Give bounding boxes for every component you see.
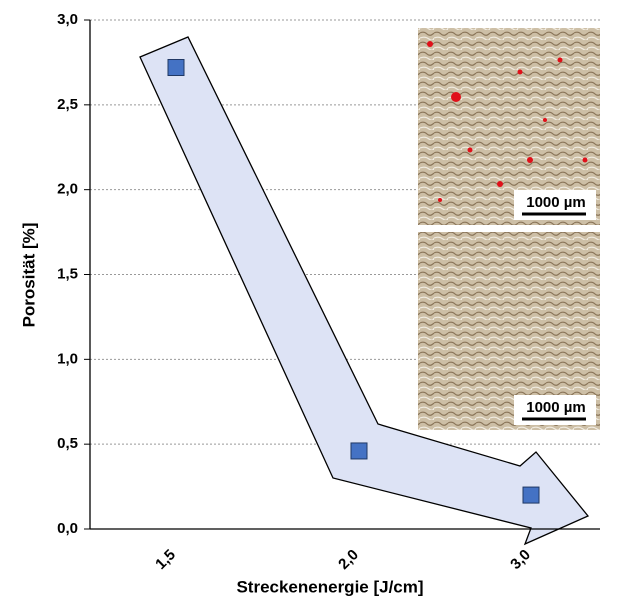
y-tick-label: 2,5 xyxy=(57,96,78,113)
y-tick-label: 3,0 xyxy=(57,11,78,28)
x-axis-title: Streckenenergie [J/cm] xyxy=(236,577,423,596)
y-tick-label: 0,5 xyxy=(57,435,78,452)
micrograph-top xyxy=(418,28,600,225)
y-tick-label: 1,5 xyxy=(57,265,78,282)
scale-label: 1000 µm xyxy=(526,399,586,416)
x-tick-label: 1,5 xyxy=(152,546,179,573)
x-tick-label: 3,0 xyxy=(507,546,534,573)
y-tick-label: 2,0 xyxy=(57,181,78,198)
y-axis-title: Porosität [%] xyxy=(19,223,38,328)
y-tick-label: 1,0 xyxy=(57,350,78,367)
y-tick-label: 0,0 xyxy=(57,520,78,537)
micrograph-bottom xyxy=(418,232,600,430)
marker xyxy=(350,442,368,460)
scale-label: 1000 µm xyxy=(526,194,586,211)
marker xyxy=(167,59,185,77)
marker xyxy=(522,486,540,504)
x-tick-label: 2,0 xyxy=(335,546,362,573)
